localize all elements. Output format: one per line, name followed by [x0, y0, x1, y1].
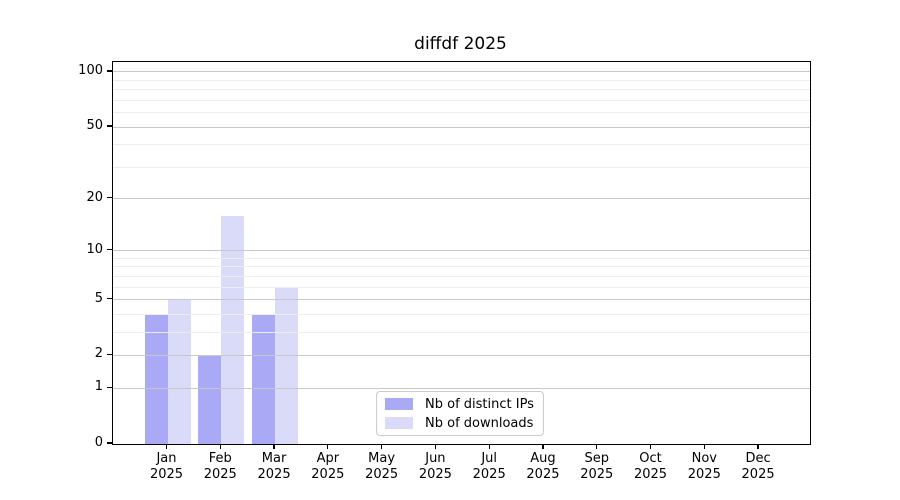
major-gridline-2 [113, 354, 810, 356]
xtick-mark-aug [542, 444, 544, 449]
xtick-mark-dec [757, 444, 759, 449]
legend-item-distinct-ips: Nb of distinct IPs [385, 397, 543, 412]
xtick-mark-may [381, 444, 383, 449]
xtick-mark-jul [488, 444, 490, 449]
xtick-year-may: 2025 [365, 467, 399, 482]
xtick-mark-jun [434, 444, 436, 449]
xtick-year-aug: 2025 [526, 467, 560, 482]
xtick-label-jan: Jan 2025 [132, 451, 202, 483]
ytick-mark-0 [107, 442, 112, 444]
minor-gridline-9 [113, 257, 810, 259]
plot-area [112, 61, 811, 445]
minor-gridline-8 [113, 266, 810, 268]
xtick-label-may: May 2025 [347, 451, 417, 483]
ytick-label-2: 2 [94, 346, 103, 362]
xtick-month-may: May [368, 451, 396, 466]
xtick-label-feb: Feb 2025 [185, 451, 255, 483]
xtick-month-aug: Aug [530, 451, 556, 466]
xtick-label-nov: Nov 2025 [669, 451, 739, 483]
bar-distinct-ips-mar [252, 314, 276, 444]
legend-label-downloads: Nb of downloads [425, 415, 534, 431]
minor-gridline-40 [113, 144, 810, 146]
ytick-label-1: 1 [94, 379, 103, 395]
ytick-mark-10 [107, 249, 112, 251]
legend-swatch-distinct-ips [385, 398, 413, 410]
xtick-year-feb: 2025 [203, 467, 237, 482]
xtick-label-apr: Apr 2025 [293, 451, 363, 483]
xtick-month-sep: Sep [584, 451, 609, 466]
ytick-mark-1 [107, 386, 112, 388]
xtick-label-jul: Jul 2025 [454, 451, 524, 483]
xtick-year-dec: 2025 [741, 467, 775, 482]
minor-gridline-70 [113, 99, 810, 101]
ytick-label-5: 5 [94, 290, 103, 306]
ytick-label-10: 10 [86, 241, 103, 257]
xtick-year-sep: 2025 [580, 467, 614, 482]
xtick-year-apr: 2025 [311, 467, 345, 482]
xtick-month-feb: Feb [208, 451, 232, 466]
ytick-label-20: 20 [86, 189, 103, 205]
legend-label-distinct-ips: Nb of distinct IPs [425, 396, 534, 412]
bar-distinct-ips-feb [198, 355, 222, 444]
legend: Nb of distinct IPs Nb of downloads [376, 391, 544, 436]
major-gridline-1 [113, 387, 810, 389]
ytick-mark-100 [107, 70, 112, 72]
minor-gridline-6 [113, 286, 810, 288]
xtick-year-mar: 2025 [257, 467, 291, 482]
major-gridline-100 [113, 71, 810, 73]
legend-swatch-downloads [385, 417, 413, 429]
ytick-label-100: 100 [78, 62, 103, 78]
xtick-label-dec: Dec 2025 [723, 451, 793, 483]
xtick-year-nov: 2025 [687, 467, 721, 482]
xtick-month-dec: Dec [745, 451, 771, 466]
major-gridline-5 [113, 299, 810, 301]
xtick-label-aug: Aug 2025 [508, 451, 578, 483]
major-gridline-50 [113, 126, 810, 128]
ytick-mark-50 [107, 125, 112, 127]
xtick-year-oct: 2025 [633, 467, 668, 482]
xtick-month-oct: Oct [639, 451, 662, 466]
xtick-mark-sep [596, 444, 598, 449]
bar-downloads-mar [275, 287, 299, 444]
ytick-label-0: 0 [94, 435, 103, 450]
xtick-mark-mar [273, 444, 275, 449]
minor-gridline-3 [113, 331, 810, 333]
ytick-mark-5 [107, 297, 112, 300]
minor-gridline-90 [113, 79, 810, 81]
xtick-label-sep: Sep 2025 [562, 451, 632, 483]
xtick-month-mar: Mar [261, 451, 287, 466]
major-gridline-10 [113, 250, 810, 252]
xtick-mark-jan [165, 444, 168, 449]
xtick-label-jun: Jun 2025 [400, 451, 470, 483]
minor-gridline-80 [113, 89, 810, 91]
minor-gridline-7 [113, 275, 810, 277]
bar-downloads-jan [167, 299, 191, 444]
xtick-month-jun: Jun [425, 451, 446, 466]
bar-distinct-ips-jan [144, 314, 168, 444]
bar-downloads-feb [221, 215, 245, 444]
minor-gridline-60 [113, 112, 810, 114]
xtick-year-jun: 2025 [418, 467, 452, 482]
xtick-year-jan: 2025 [149, 467, 184, 482]
xtick-year-jul: 2025 [472, 467, 506, 482]
xtick-mark-apr [327, 444, 329, 449]
ytick-mark-2 [107, 353, 112, 356]
xtick-month-jul: Jul [481, 451, 498, 466]
legend-item-downloads: Nb of downloads [385, 416, 543, 431]
ytick-mark-20 [107, 196, 112, 199]
xtick-label-oct: Oct 2025 [616, 451, 686, 483]
xtick-mark-oct [649, 444, 652, 449]
minor-gridline-30 [113, 166, 810, 168]
major-gridline-20 [113, 198, 810, 200]
chart-title: diffdf 2025 [414, 34, 507, 54]
xtick-month-apr: Apr [316, 451, 340, 466]
xtick-mark-feb [219, 444, 221, 449]
xtick-month-nov: Nov [691, 451, 717, 466]
xtick-month-jan: Jan [156, 451, 177, 466]
xtick-mark-nov [703, 444, 705, 449]
ytick-label-50: 50 [86, 118, 103, 134]
minor-gridline-4 [113, 313, 810, 315]
xtick-label-mar: Mar 2025 [239, 451, 309, 483]
